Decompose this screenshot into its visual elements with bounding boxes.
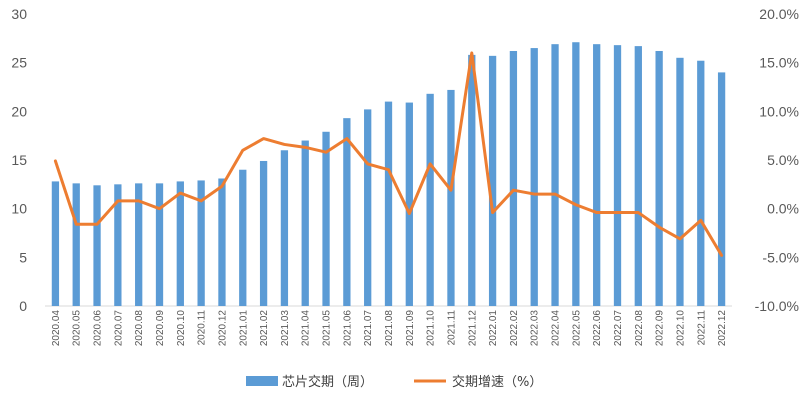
bar xyxy=(301,140,309,306)
right-tick-label: 15.0% xyxy=(759,55,799,71)
line-path xyxy=(53,51,724,257)
bar xyxy=(468,54,476,306)
legend: 芯片交期（周） 交期增速（%） xyxy=(246,374,542,390)
bar xyxy=(364,109,372,306)
bar xyxy=(676,57,684,306)
bar xyxy=(697,60,705,306)
x-tick-label: 2022.07 xyxy=(613,310,624,347)
x-tick-label: 2021.05 xyxy=(322,310,333,347)
right-tick-label: 10.0% xyxy=(759,103,799,119)
x-tick-label: 2022.08 xyxy=(634,310,645,347)
bar xyxy=(447,89,455,306)
x-tick-label: 2022.03 xyxy=(530,310,541,347)
bar xyxy=(239,169,247,306)
x-tick-label: 2022.12 xyxy=(717,310,728,347)
bar xyxy=(114,184,122,306)
bar xyxy=(197,180,205,306)
left-tick-label: 20 xyxy=(11,103,27,119)
bar xyxy=(384,101,393,306)
bar xyxy=(488,55,497,306)
bar xyxy=(259,160,268,306)
x-tick-label: 2020.07 xyxy=(113,310,124,347)
bar xyxy=(405,102,413,306)
bar xyxy=(509,50,518,306)
bar xyxy=(426,93,434,306)
x-tick-label: 2021.09 xyxy=(405,310,416,347)
x-tick-label: 2021.07 xyxy=(363,310,374,347)
bar xyxy=(655,50,663,306)
left-tick-label: 30 xyxy=(11,6,27,22)
right-tick-label: -10.0% xyxy=(755,298,799,314)
x-tick-label: 2020.05 xyxy=(72,310,83,347)
bar xyxy=(551,44,559,307)
legend-label-line: 交期增速（%） xyxy=(452,374,542,390)
x-tick-label: 2021.03 xyxy=(280,310,291,347)
bar xyxy=(51,181,60,306)
bar xyxy=(530,48,538,306)
x-tick-label: 2020.12 xyxy=(217,310,228,347)
left-tick-label: 25 xyxy=(11,55,27,71)
x-tick-label: 2021.12 xyxy=(467,310,478,347)
x-tick-label: 2021.10 xyxy=(426,310,437,347)
x-tick-label: 2021.01 xyxy=(238,310,249,347)
bar-series xyxy=(51,42,726,307)
x-tick-label: 2020.06 xyxy=(93,310,104,347)
x-tick-label: 2021.08 xyxy=(384,310,395,347)
right-tick-label: 20.0% xyxy=(759,6,799,22)
left-tick-label: 15 xyxy=(11,152,27,168)
x-tick-label: 2021.02 xyxy=(259,310,270,347)
right-tick-label: 0.0% xyxy=(767,201,799,217)
x-tick-label: 2022.05 xyxy=(571,310,582,347)
x-tick-label: 2021.11 xyxy=(446,310,457,346)
x-axis-ticks: 2020.04 2020.05 2020.06 2020.07 2020.08 2020.… xyxy=(51,310,728,347)
bar xyxy=(322,131,330,306)
left-axis-ticks: 0 5 10 15 20 25 30 xyxy=(11,6,27,314)
line-series xyxy=(53,51,724,257)
bar xyxy=(613,45,622,307)
bar xyxy=(593,44,601,307)
bar xyxy=(72,183,80,306)
x-tick-label: 2020.09 xyxy=(155,310,166,347)
bar xyxy=(717,72,726,307)
x-tick-label: 2020.10 xyxy=(176,310,187,347)
x-tick-label: 2021.06 xyxy=(342,310,353,347)
x-tick-label: 2022.01 xyxy=(488,310,499,347)
x-tick-label: 2022.11 xyxy=(696,310,707,346)
x-tick-label: 2022.10 xyxy=(675,310,686,347)
x-tick-label: 2022.09 xyxy=(655,310,666,347)
x-tick-label: 2020.11 xyxy=(197,310,208,346)
x-tick-label: 2022.02 xyxy=(509,310,520,347)
bar xyxy=(218,178,226,306)
left-tick-label: 10 xyxy=(11,201,27,217)
bar xyxy=(155,183,164,306)
bar xyxy=(93,185,101,306)
x-tick-label: 2022.06 xyxy=(592,310,603,347)
x-tick-label: 2020.08 xyxy=(134,310,145,347)
bar xyxy=(634,46,642,307)
right-tick-label: -5.0% xyxy=(762,249,799,265)
bar xyxy=(135,183,143,306)
x-tick-label: 2021.04 xyxy=(301,310,312,347)
bar xyxy=(572,42,580,306)
x-tick-label: 2020.04 xyxy=(51,310,62,347)
bar xyxy=(176,181,184,306)
bar xyxy=(343,118,351,307)
legend-swatch-bar xyxy=(246,376,278,386)
left-tick-label: 5 xyxy=(19,249,27,265)
bar xyxy=(280,150,289,306)
right-axis-ticks: -10.0% -5.0% 0.0% 5.0% 10.0% 15.0% 20.0% xyxy=(755,6,799,314)
right-tick-label: 5.0% xyxy=(767,152,799,168)
x-tick-label: 2022.04 xyxy=(551,310,562,347)
left-tick-label: 0 xyxy=(19,298,27,314)
legend-label-bar: 芯片交期（周） xyxy=(282,374,373,390)
